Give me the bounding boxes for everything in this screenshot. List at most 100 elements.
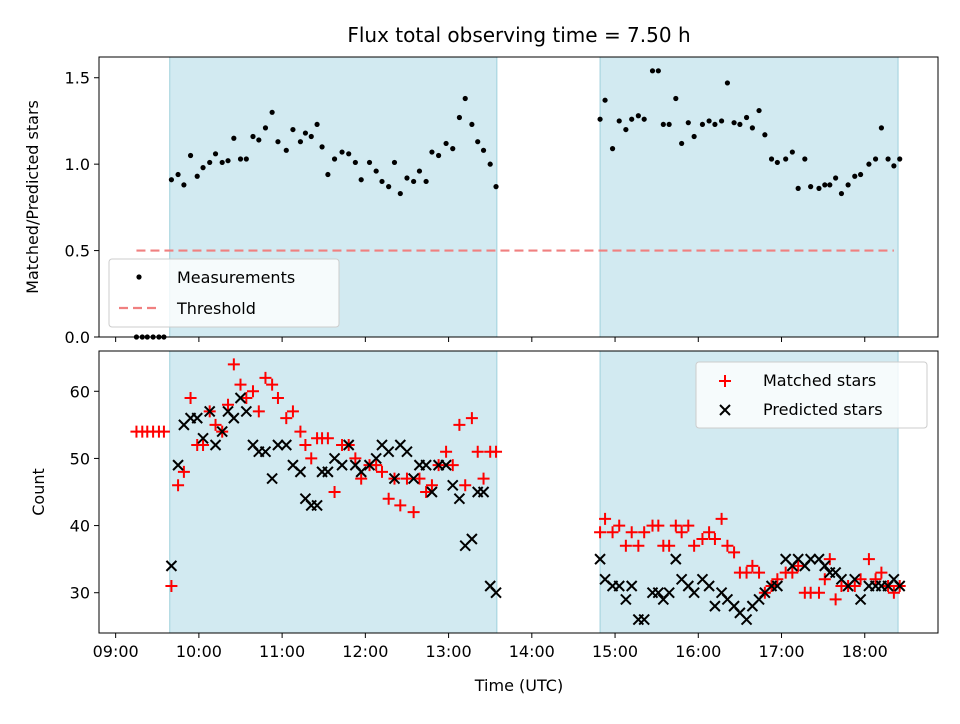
predicted-star-point (709, 600, 721, 612)
top-axis-frame (98, 56, 939, 338)
measurement-point (623, 126, 629, 133)
matched-star-point (321, 432, 334, 445)
measurement-point (314, 121, 320, 128)
legend-predicted-marker (719, 404, 731, 416)
measurement-point (181, 182, 187, 188)
measurement-point (219, 159, 225, 166)
legend-predicted-label: Predicted stars (763, 400, 883, 419)
measurement-points (133, 68, 903, 340)
bottom-axis-frame (98, 350, 939, 634)
predicted-star-point (216, 425, 228, 438)
predicted-star-point (197, 432, 209, 444)
measurement-point (404, 175, 410, 181)
predicted-star-point (703, 580, 715, 592)
matched-star-point (259, 371, 272, 384)
bottom-y-axis-label: Count (29, 468, 48, 516)
measurement-point (200, 165, 206, 171)
matched-star-point (370, 459, 383, 472)
matched-star-point (375, 465, 388, 478)
predicted-star-point (771, 580, 784, 592)
predicted-star-point (740, 613, 753, 626)
shaded-interval (599, 56, 899, 338)
matched-star-point (222, 398, 235, 411)
measurement-point (416, 168, 423, 174)
matched-star-point (682, 519, 695, 532)
measurement-point (857, 171, 864, 178)
predicted-star-point (440, 459, 452, 471)
matched-star-point (209, 418, 222, 431)
matched-star-point (887, 586, 900, 599)
measurement-point (706, 118, 712, 124)
measurement-point (666, 121, 672, 128)
matched-star-point (854, 573, 867, 586)
matched-star-point (425, 479, 438, 492)
measurement-point (641, 116, 647, 122)
matched-star-point (234, 378, 247, 391)
measurement-point (629, 116, 635, 122)
measurement-point (699, 121, 706, 128)
y-tick-label: 1.5 (65, 69, 90, 88)
measurement-point (762, 132, 768, 138)
measurement-point (609, 146, 616, 152)
matched-star-point (594, 526, 607, 539)
matched-star-point (848, 580, 861, 592)
matched-star-point (246, 385, 259, 398)
measurement-point (366, 159, 373, 166)
top-legend: Measurements Threshold (108, 258, 340, 328)
bottom-x-ticks: 09:00 10:00 11:00 12:00 13:00 14:00 15:00 16:00… (93, 633, 888, 661)
x-tick-label: 15:00 (592, 642, 638, 661)
matched-star-point (599, 512, 612, 525)
matched-star-point (753, 566, 766, 579)
measurement-point (386, 184, 392, 190)
x-tick-label: 18:00 (842, 642, 888, 661)
matched-star-point (771, 573, 784, 586)
measurement-point (379, 178, 385, 185)
chart-title: Flux total observing time = 7.50 h (347, 23, 690, 47)
measurement-point (493, 184, 499, 190)
top-y-axis-label: Matched/Predicted stars (23, 100, 42, 294)
measurement-point (878, 125, 885, 131)
matched-star-point (328, 486, 341, 498)
matched-star-point (252, 405, 265, 418)
measurement-point (635, 113, 641, 119)
predicted-star-point (165, 560, 178, 572)
measurement-point (250, 133, 256, 140)
measurement-point (373, 168, 379, 174)
predicted-star-point (382, 446, 395, 458)
predicted-star-point (259, 446, 272, 458)
predicted-star-point (209, 439, 222, 451)
bottom-panel: 30 40 50 60 09:00 10:00 11:00 12:00 13:00 14:00 1… (29, 350, 939, 695)
measurement-point (469, 121, 475, 128)
matched-star-point (271, 392, 284, 404)
measurement-point (283, 147, 289, 153)
matched-star-point (688, 539, 701, 552)
predicted-star-point (804, 553, 817, 565)
x-axis-label: Time (UTC) (474, 676, 563, 695)
matched-star-point (823, 553, 836, 566)
measurement-point (331, 156, 338, 162)
matched-star-point (227, 358, 240, 371)
measurement-point (737, 121, 743, 128)
measurement-point (597, 116, 603, 122)
matched-star-point (875, 566, 888, 579)
measurement-point (231, 135, 237, 141)
matched-star-point (728, 546, 741, 559)
predicted-star-point (688, 587, 700, 599)
predicted-star-point (342, 439, 355, 451)
matched-star-point (715, 512, 728, 525)
legend-measurements-label: Measurements (177, 268, 295, 287)
measurement-point (237, 156, 244, 162)
matched-star-point (413, 472, 426, 485)
matched-star-point (266, 378, 279, 391)
matched-star-point (703, 526, 716, 539)
measurement-point (262, 125, 269, 131)
matched-star-point (862, 553, 875, 566)
predicted-star-point (594, 553, 606, 565)
measurement-point (852, 173, 858, 179)
matched-star-point (157, 425, 170, 438)
measurement-point (352, 159, 358, 166)
measurement-point (822, 182, 828, 188)
predicted-star-point (240, 405, 253, 418)
matched-star-point (606, 526, 619, 539)
measurement-point (783, 156, 789, 162)
